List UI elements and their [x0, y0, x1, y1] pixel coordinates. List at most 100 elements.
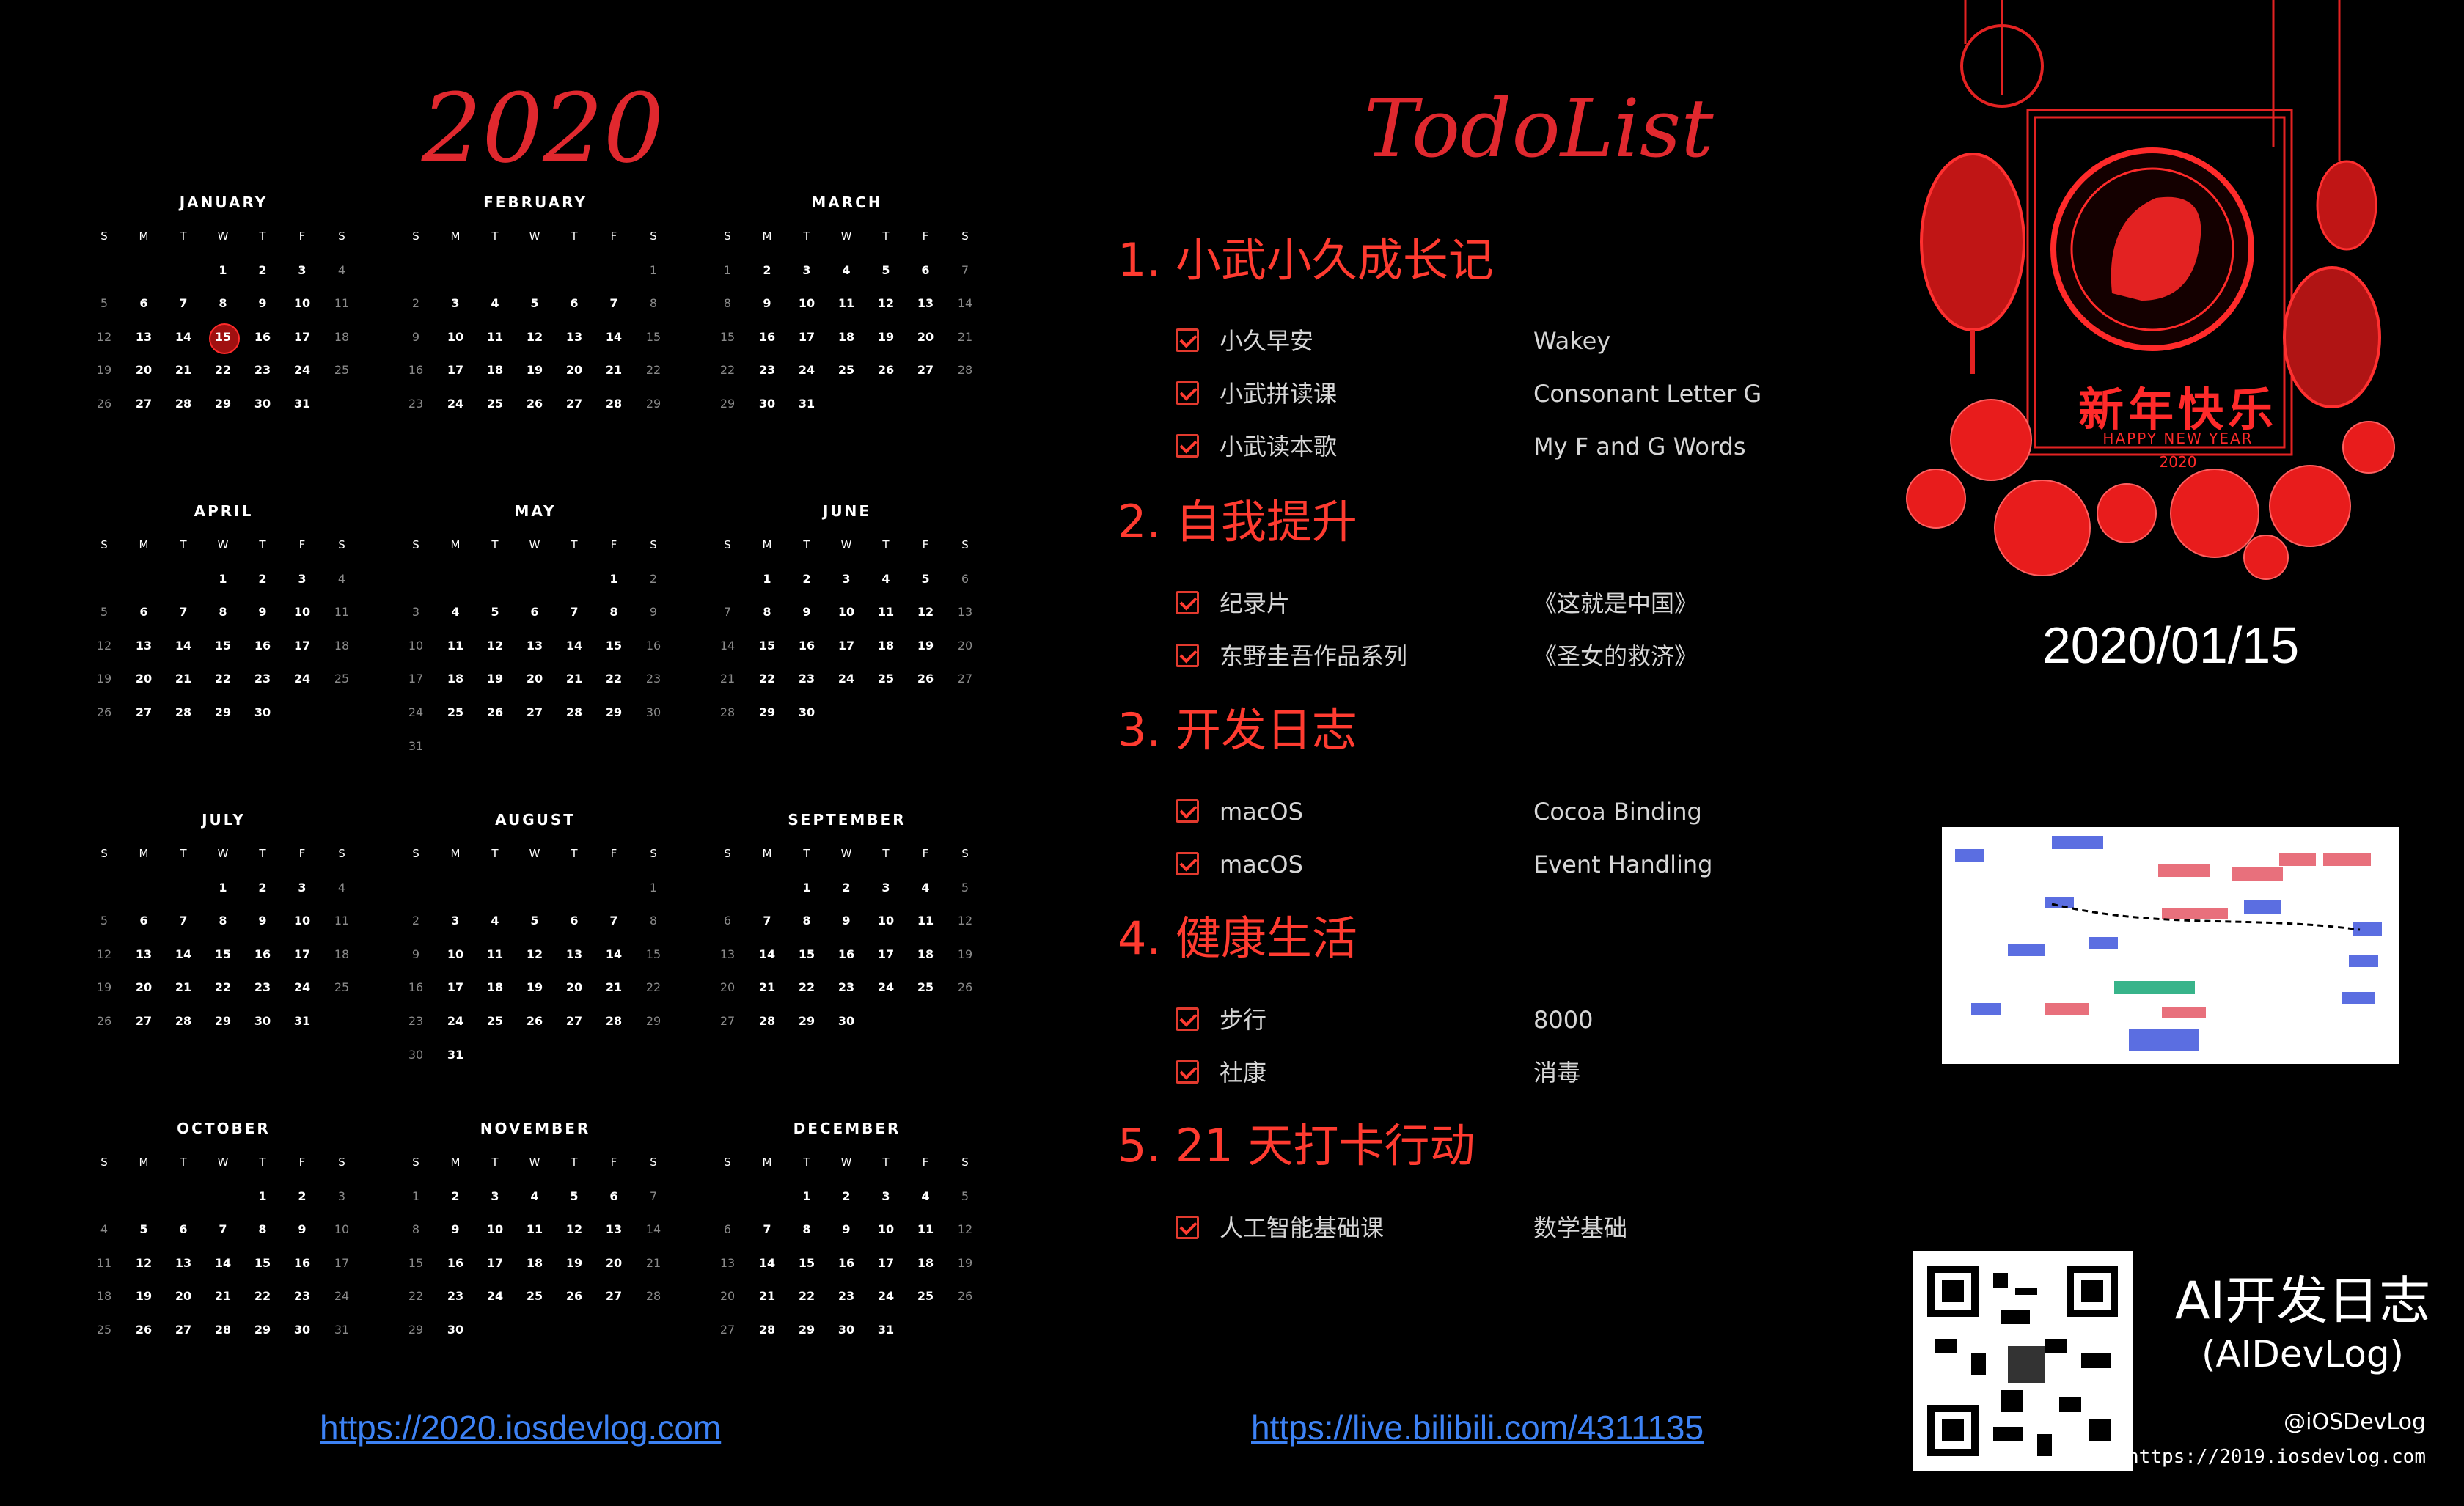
checkbox-checked-icon[interactable]: [1176, 591, 1199, 614]
today-cell[interactable]: 15: [203, 320, 243, 354]
day-cell[interactable]: 10: [396, 629, 436, 663]
day-cell[interactable]: 26: [84, 1004, 124, 1038]
day-cell[interactable]: 19: [945, 1246, 985, 1280]
day-cell[interactable]: 20: [906, 320, 945, 354]
day-cell[interactable]: 12: [515, 320, 554, 354]
day-cell[interactable]: 23: [243, 971, 282, 1004]
day-cell[interactable]: 27: [124, 696, 164, 730]
day-cell[interactable]: 29: [594, 696, 634, 730]
day-cell[interactable]: 11: [475, 938, 515, 971]
day-cell[interactable]: 13: [554, 938, 594, 971]
day-cell[interactable]: 18: [866, 629, 906, 663]
day-cell[interactable]: 1: [747, 562, 787, 596]
day-cell[interactable]: 27: [554, 1004, 594, 1038]
day-cell[interactable]: 24: [787, 353, 826, 387]
day-cell[interactable]: 18: [436, 662, 475, 696]
day-cell[interactable]: 31: [282, 1004, 322, 1038]
day-cell[interactable]: 22: [634, 971, 673, 1004]
day-cell[interactable]: 3: [826, 562, 866, 596]
day-cell[interactable]: 25: [322, 353, 362, 387]
day-cell[interactable]: 28: [164, 696, 203, 730]
day-cell[interactable]: 14: [203, 1246, 243, 1280]
day-cell[interactable]: 4: [906, 871, 945, 905]
day-cell[interactable]: 3: [436, 904, 475, 938]
day-cell[interactable]: 22: [594, 662, 634, 696]
day-cell[interactable]: 14: [594, 938, 634, 971]
day-cell[interactable]: 10: [282, 595, 322, 629]
day-cell[interactable]: 13: [945, 595, 985, 629]
day-cell[interactable]: 23: [243, 353, 282, 387]
day-cell[interactable]: 19: [124, 1279, 164, 1313]
day-cell[interactable]: 29: [787, 1313, 826, 1347]
day-cell[interactable]: 4: [515, 1180, 554, 1213]
day-cell[interactable]: 25: [322, 971, 362, 1004]
day-cell[interactable]: 4: [322, 254, 362, 287]
day-cell[interactable]: 6: [708, 904, 747, 938]
day-cell[interactable]: 23: [243, 662, 282, 696]
day-cell[interactable]: 21: [747, 971, 787, 1004]
day-cell[interactable]: 21: [164, 971, 203, 1004]
live-stream-link[interactable]: https://live.bilibili.com/4311135: [1251, 1408, 1704, 1447]
day-cell[interactable]: 16: [243, 320, 282, 354]
day-cell[interactable]: 23: [634, 662, 673, 696]
day-cell[interactable]: 9: [396, 320, 436, 354]
day-cell[interactable]: 5: [84, 595, 124, 629]
day-cell[interactable]: 2: [243, 871, 282, 905]
day-cell[interactable]: 21: [634, 1246, 673, 1280]
day-cell[interactable]: 8: [243, 1213, 282, 1246]
day-cell[interactable]: 10: [322, 1213, 362, 1246]
day-cell[interactable]: 24: [282, 662, 322, 696]
day-cell[interactable]: 24: [866, 971, 906, 1004]
day-cell[interactable]: 6: [554, 287, 594, 320]
day-cell[interactable]: 15: [747, 629, 787, 663]
day-cell[interactable]: 23: [436, 1279, 475, 1313]
day-cell[interactable]: 2: [396, 287, 436, 320]
day-cell[interactable]: 28: [203, 1313, 243, 1347]
checkbox-checked-icon[interactable]: [1176, 852, 1199, 875]
day-cell[interactable]: 1: [396, 1180, 436, 1213]
day-cell[interactable]: 15: [594, 629, 634, 663]
day-cell[interactable]: 12: [554, 1213, 594, 1246]
day-cell[interactable]: 21: [747, 1279, 787, 1313]
day-cell[interactable]: 2: [436, 1180, 475, 1213]
day-cell[interactable]: 9: [787, 595, 826, 629]
day-cell[interactable]: 27: [906, 353, 945, 387]
day-cell[interactable]: 23: [396, 1004, 436, 1038]
day-cell[interactable]: 26: [866, 353, 906, 387]
day-cell[interactable]: 12: [906, 595, 945, 629]
day-cell[interactable]: 2: [826, 1180, 866, 1213]
day-cell[interactable]: 25: [826, 353, 866, 387]
day-cell[interactable]: 14: [164, 938, 203, 971]
day-cell[interactable]: 28: [634, 1279, 673, 1313]
day-cell[interactable]: 6: [164, 1213, 203, 1246]
day-cell[interactable]: 12: [84, 629, 124, 663]
day-cell[interactable]: 10: [866, 904, 906, 938]
checkbox-checked-icon[interactable]: [1176, 434, 1199, 458]
day-cell[interactable]: 3: [322, 1180, 362, 1213]
day-cell[interactable]: 17: [282, 938, 322, 971]
day-cell[interactable]: 8: [203, 595, 243, 629]
day-cell[interactable]: 25: [322, 662, 362, 696]
day-cell[interactable]: 21: [203, 1279, 243, 1313]
day-cell[interactable]: 30: [826, 1004, 866, 1038]
checkbox-checked-icon[interactable]: [1176, 1216, 1199, 1239]
day-cell[interactable]: 5: [945, 871, 985, 905]
day-cell[interactable]: 21: [164, 353, 203, 387]
day-cell[interactable]: 10: [475, 1213, 515, 1246]
day-cell[interactable]: 13: [554, 320, 594, 354]
day-cell[interactable]: 8: [396, 1213, 436, 1246]
day-cell[interactable]: 18: [475, 353, 515, 387]
day-cell[interactable]: 10: [787, 287, 826, 320]
day-cell[interactable]: 18: [322, 320, 362, 354]
day-cell[interactable]: 22: [396, 1279, 436, 1313]
day-cell[interactable]: 17: [866, 938, 906, 971]
day-cell[interactable]: 11: [906, 904, 945, 938]
day-cell[interactable]: 17: [282, 320, 322, 354]
day-cell[interactable]: 18: [475, 971, 515, 1004]
day-cell[interactable]: 26: [554, 1279, 594, 1313]
day-cell[interactable]: 10: [436, 320, 475, 354]
day-cell[interactable]: 16: [243, 629, 282, 663]
day-cell[interactable]: 20: [708, 971, 747, 1004]
day-cell[interactable]: 11: [475, 320, 515, 354]
day-cell[interactable]: 12: [515, 938, 554, 971]
